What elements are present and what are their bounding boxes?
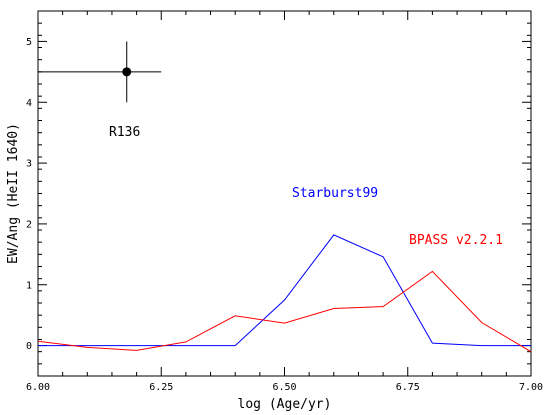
annotation-r136: R136 bbox=[109, 125, 140, 140]
series-layer bbox=[37, 234, 532, 353]
data-point-r136 bbox=[122, 67, 132, 77]
points-layer bbox=[38, 41, 162, 103]
annotation-bpass: BPASS v2.2.1 bbox=[409, 233, 503, 248]
x-tick-label: 6.75 bbox=[396, 382, 420, 393]
y-tick-label: 5 bbox=[26, 37, 32, 48]
y-tick-label: 0 bbox=[26, 341, 32, 352]
x-tick-label: 6.50 bbox=[272, 382, 296, 393]
y-tick-label: 3 bbox=[26, 159, 32, 170]
x-axis-title: log (Age/yr) bbox=[238, 397, 332, 412]
tick-labels: 6.00 6.25 6.50 6.75 7.00 0 1 2 3 4 5 bbox=[26, 37, 543, 393]
series-line-bpass-v2-2-1 bbox=[37, 270, 532, 353]
plot-frame bbox=[37, 10, 532, 377]
y-tick-label: 4 bbox=[26, 98, 32, 109]
y-axis-title: EW/Ang (HeII 1640) bbox=[6, 123, 21, 264]
x-tick-label: 7.00 bbox=[519, 382, 543, 393]
y-tick-label: 2 bbox=[26, 219, 32, 230]
y-tick-label: 1 bbox=[26, 280, 32, 291]
x-tick-label: 6.25 bbox=[149, 382, 173, 393]
series-line-starburst99 bbox=[38, 234, 531, 347]
x-tick-label: 6.00 bbox=[26, 382, 50, 393]
axis-ticks bbox=[37, 10, 532, 377]
annotation-starburst99: Starburst99 bbox=[292, 186, 378, 201]
